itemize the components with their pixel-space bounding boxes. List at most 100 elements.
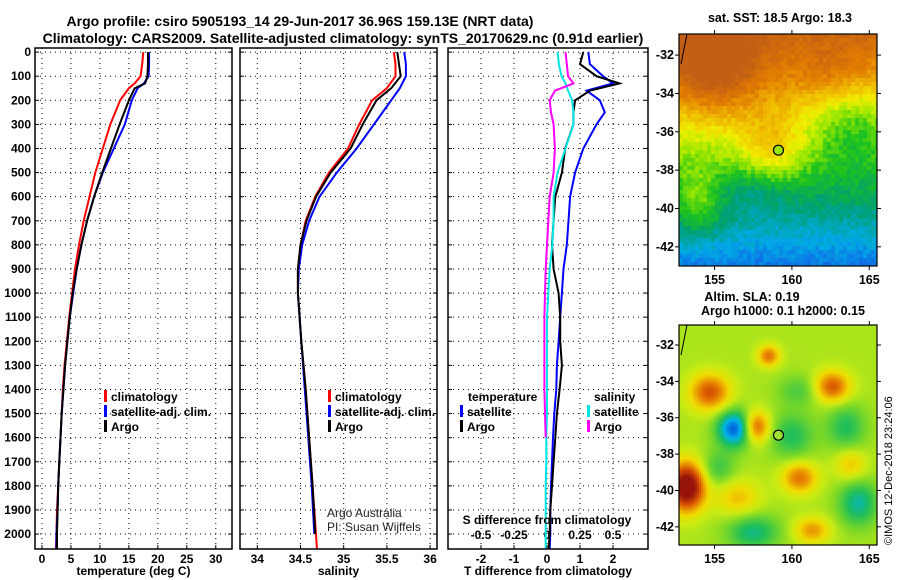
depth-tick-label: 300 (11, 117, 31, 131)
plot-frame (447, 47, 649, 550)
legend-t-argo: Argo (467, 420, 495, 434)
depth-tick-label: 1600 (4, 431, 31, 445)
lon-tick-label: 160 (781, 552, 802, 566)
series-line-climatology (54, 52, 145, 549)
credit-line1: Argo Australia (327, 506, 402, 520)
map-frame (678, 33, 878, 267)
lat-tick-label: -32 (656, 48, 674, 62)
depth-tick-label: 700 (11, 214, 31, 228)
plot-frame (34, 47, 233, 550)
series-line-argo (296, 51, 402, 535)
x-axis-label: temperature (deg C) (76, 564, 190, 578)
x-axis-label: T difference from climatology (464, 564, 632, 578)
series-line-salinity-argo (543, 51, 575, 438)
legend-temperature-heading: temperature (468, 390, 538, 404)
lat-tick-label: -36 (656, 125, 674, 139)
title-line1: Argo profile: csiro 5905193_14 29-Jun-20… (67, 13, 534, 29)
x-tick-label: 10 (93, 552, 107, 566)
legend-t-satellite: satellite (467, 405, 512, 419)
legend-salinity-heading: salinity (594, 390, 636, 404)
argo-location-marker (772, 144, 785, 156)
coastline (680, 324, 688, 356)
depth-tick-label: 100 (11, 69, 31, 83)
x-tick-label: 1 (577, 552, 584, 566)
depth-tick-label: 1200 (4, 334, 31, 348)
legend-argo: Argo (111, 420, 139, 434)
depth-tick-label: 200 (11, 93, 31, 107)
depth-tick-label: 1700 (4, 455, 31, 469)
legend-s-satellite: satellite (594, 405, 639, 419)
lat-tick-label: -36 (656, 411, 674, 425)
difference-panel: -2 -1 0 1 2 -0.5 -0.25 0 0.25 0.5 T difference fro… (447, 47, 649, 578)
lon-tick-label: 155 (704, 552, 725, 566)
series-line-temperature-argo (547, 51, 624, 549)
lon-tick-label: 165 (859, 273, 880, 287)
depth-tick-label: 800 (11, 238, 31, 252)
x-axis-label: salinity (318, 564, 360, 578)
legend-s-argo: Argo (594, 420, 622, 434)
x-tick-label: 0 (39, 552, 46, 566)
series-line-salinity-satellite (544, 51, 575, 549)
depth-tick-label: 1500 (4, 407, 31, 421)
x-tick-label: 34 (251, 552, 265, 566)
x-tick-label: 34.5 (289, 552, 313, 566)
x-tick-label: 25 (180, 552, 194, 566)
legend-marker-climatology (104, 390, 107, 402)
map-frame (678, 324, 878, 546)
depth-tick-label: 500 (11, 166, 31, 180)
depth-tick-label: 400 (11, 141, 31, 155)
copyright-stamp: ©IMOS 12-Dec-2018 23:24:06 (883, 396, 895, 545)
legend-marker-climatology (328, 390, 331, 402)
s-tick-label: 0.25 (568, 528, 592, 542)
depth-tick-label: 2000 (4, 527, 31, 541)
depth-tick-label: 900 (11, 262, 31, 276)
sla-map-subtitle: Argo h1000: 0.1 h2000: 0.15 (701, 304, 865, 318)
x-tick-label: 35 (337, 552, 351, 566)
lon-tick-label: 160 (781, 273, 802, 287)
temperature-panel: 0 5 10 15 20 25 30 temperature (deg C) 0 100 200 30… (4, 45, 233, 578)
credit-line2: PI: Susan Wijffels (327, 520, 421, 534)
x-tick-label: -2 (476, 552, 487, 566)
x-tick-label: 35.5 (375, 552, 399, 566)
depth-tick-label: 1300 (4, 358, 31, 372)
legend-climatology: climatology (111, 390, 178, 404)
plot-frame (239, 47, 438, 550)
legend-marker-s-satellite (587, 405, 590, 417)
lat-tick-label: -40 (656, 201, 674, 215)
legend-climatology: climatology (335, 390, 402, 404)
s-tick-label: 0 (544, 528, 551, 542)
difference-legend: temperature satellite Argo salinity sate… (460, 390, 639, 527)
legend-marker-t-satellite (460, 405, 463, 417)
legend-marker-satellite (328, 405, 331, 417)
x-tick-label: 20 (151, 552, 165, 566)
sla-map-title: Altim. SLA: 0.19 (704, 290, 799, 304)
s-tick-label: -0.25 (500, 528, 528, 542)
depth-tick-label: 1800 (4, 479, 31, 493)
x-tick-label: 0 (544, 552, 551, 566)
x-tick-label: 2 (610, 552, 617, 566)
legend-argo: Argo (335, 420, 363, 434)
depth-tick-label: 0 (24, 45, 31, 59)
lon-tick-label: 165 (859, 552, 880, 566)
s-difference-label: S difference from climatology (463, 513, 632, 527)
legend-satellite: satellite-adj. clim. (335, 405, 435, 419)
x-tick-label: 36 (423, 552, 437, 566)
sla-map-axes: 155 160 165 -32 -34 -36 -38 -40 -42 (656, 321, 881, 566)
sst-map-axes: 155 160 165 -32 -34 -36 -38 -40 -42 (656, 30, 881, 287)
depth-tick-label: 1900 (4, 503, 31, 517)
legend-marker-argo (328, 420, 331, 432)
depth-tick-label: 600 (11, 190, 31, 204)
lat-tick-label: -42 (656, 520, 674, 534)
legend-satellite: satellite-adj. clim. (111, 405, 211, 419)
lat-tick-label: -32 (656, 338, 674, 352)
x-tick-label: 30 (209, 552, 223, 566)
salinity-panel: 34 34.5 35 35.5 36 salinity (239, 47, 438, 578)
series-line-argo (56, 52, 149, 549)
sst-map-title: sat. SST: 18.5 Argo: 18.3 (708, 11, 852, 25)
lat-tick-label: -38 (656, 163, 674, 177)
depth-tick-label: 1000 (4, 286, 31, 300)
depth-tick-label: 1400 (4, 382, 31, 396)
argo-location-marker (772, 429, 785, 441)
